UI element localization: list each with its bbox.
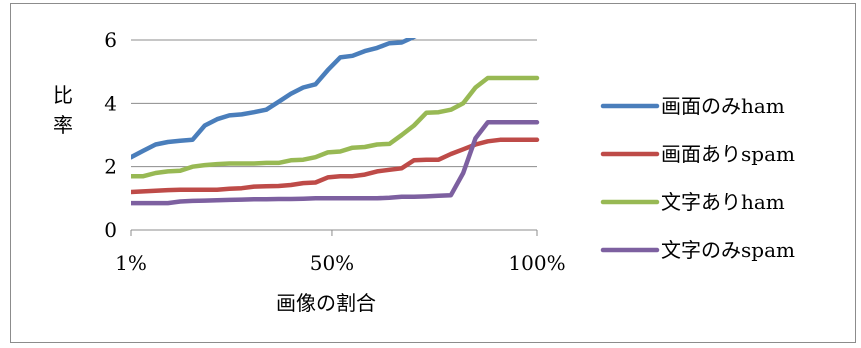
legend-label-1: 画面のみham [661, 94, 785, 118]
y-tick-label: 6 [104, 28, 117, 52]
axes: 0 2 4 6 1% 50% 100% 画像の割合 比率 [53, 28, 566, 315]
y-tick-label: 4 [104, 91, 117, 115]
y-axis-title: 比 [53, 83, 73, 107]
series-line-1 [131, 38, 417, 160]
legend: 画面のみham 画面ありspam 文字ありham 文字のみspam [600, 94, 795, 262]
y-axis-title: 率 [53, 113, 73, 137]
y-tick-label: 2 [104, 155, 117, 179]
series-line-4 [131, 120, 540, 206]
chart-area: 0 2 4 6 1% 50% 100% 画像の割合 比率 画面のみham 画面ありspam 文字あり… [10, 3, 856, 343]
series-lines [131, 38, 540, 206]
legend-label-4: 文字のみspam [661, 238, 795, 262]
series-line-3 [131, 75, 540, 179]
series-line-2 [131, 137, 540, 195]
line-chart: 0 2 4 6 1% 50% 100% 画像の割合 比率 画面のみham 画面ありspam 文字あり… [53, 28, 795, 315]
legend-label-2: 画面ありspam [661, 142, 795, 166]
y-tick-label: 0 [104, 218, 117, 242]
x-tick-label: 100% [508, 251, 565, 275]
x-axis-title: 画像の割合 [276, 291, 376, 315]
legend-label-3: 文字ありham [661, 190, 785, 214]
x-tick-label: 1% [115, 251, 147, 275]
x-tick-label: 50% [310, 251, 354, 275]
